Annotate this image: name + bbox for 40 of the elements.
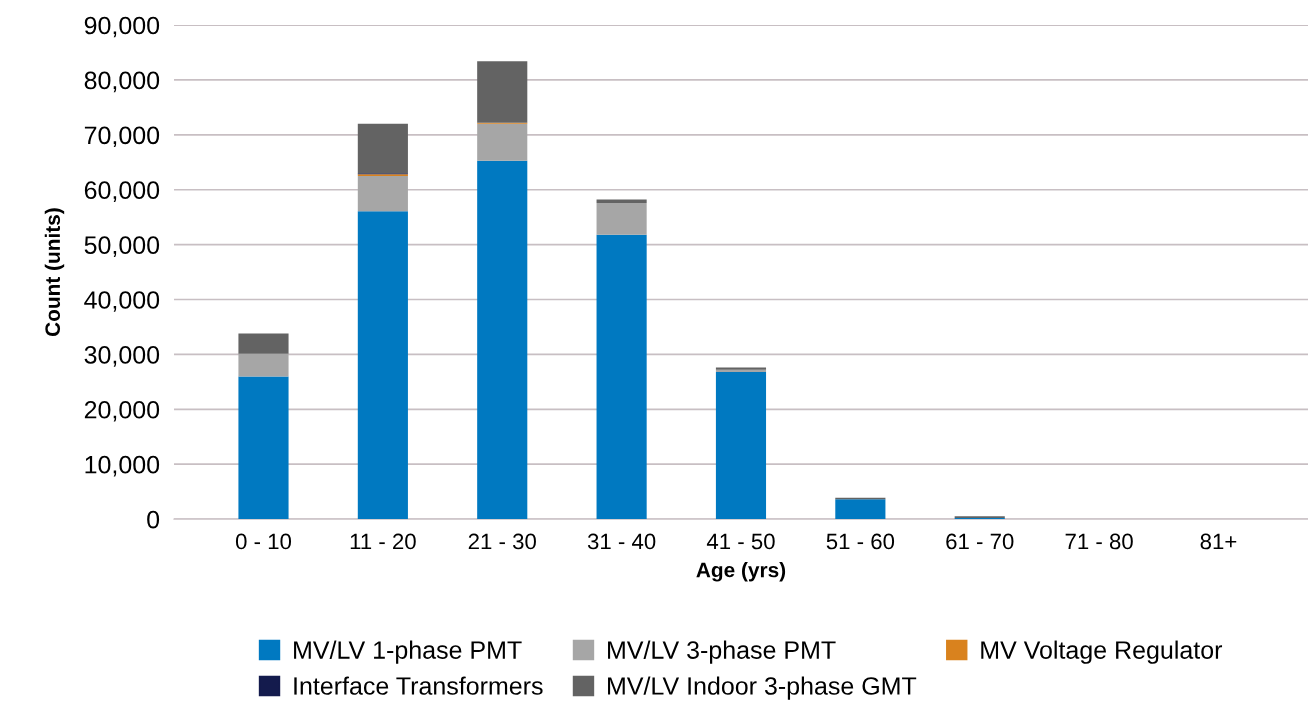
bar — [357, 176, 408, 212]
bar — [835, 499, 886, 520]
y-tick-label: 90,000 — [84, 16, 160, 38]
x-tick-label: 51 - 60 — [826, 533, 895, 550]
bar — [238, 333, 289, 354]
x-tick-label: 11 - 20 — [350, 533, 416, 550]
y-tick-label: 50,000 — [84, 236, 160, 257]
legend-label: Interface Transformers — [294, 676, 543, 695]
bar — [238, 353, 289, 377]
bar — [596, 202, 647, 235]
y-tick-label: 10,000 — [85, 455, 160, 477]
bar — [477, 160, 528, 520]
bar — [477, 61, 528, 123]
y-tick-label: 20,000 — [84, 400, 160, 422]
x-axis-title: Age (yrs) — [696, 562, 786, 582]
x-tick-label: 31 - 40 — [587, 533, 656, 550]
bar — [596, 199, 647, 203]
y-tick-label: 30,000 — [84, 346, 160, 367]
x-tick-label: 71 - 80 — [1065, 533, 1133, 550]
x-tick-label: 41 - 50 — [706, 533, 775, 550]
y-tick-label: 80,000 — [84, 71, 160, 93]
y-tick-label: 60,000 — [84, 181, 160, 202]
x-tick-label: 61 - 70 — [946, 533, 1014, 550]
bar — [357, 211, 408, 520]
legend-label: MV Voltage Regulator — [981, 640, 1223, 664]
bar — [238, 376, 289, 520]
y-axis-title: Count (units) — [44, 208, 65, 337]
y-tick-label: 0 — [147, 510, 160, 529]
y-tick-label: 40,000 — [84, 291, 160, 312]
x-tick-label: 21 - 30 — [468, 533, 536, 550]
bar — [596, 234, 647, 520]
x-tick-label: 0 - 10 — [235, 533, 292, 550]
y-tick-label: 70,000 — [84, 126, 160, 148]
legend-label: MV/LV 3-phase PMT — [608, 640, 836, 664]
legend-label: MV/LV Indoor 3-phase GMT — [608, 676, 917, 700]
bar — [477, 123, 528, 161]
bar — [357, 123, 408, 174]
bar — [715, 371, 767, 520]
x-tick-label: 81+ — [1200, 533, 1237, 550]
legend-label: MV/LV 1-phase PMT — [294, 640, 522, 664]
